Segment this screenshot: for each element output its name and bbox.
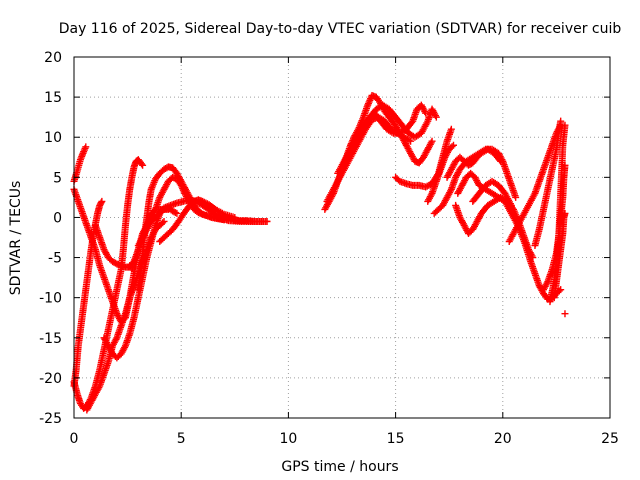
data-point xyxy=(181,189,189,197)
data-point xyxy=(202,199,210,207)
y-tick-label: -20 xyxy=(39,371,62,387)
data-point xyxy=(561,121,569,129)
data-point xyxy=(428,137,436,145)
data-point xyxy=(421,108,429,116)
data-point xyxy=(448,143,456,151)
data-point xyxy=(427,139,435,147)
data-point xyxy=(507,201,515,209)
y-tick-label: 15 xyxy=(44,90,62,106)
data-point xyxy=(388,128,396,136)
data-point xyxy=(365,98,373,106)
x-axis-ticks: 0 5 10 15 20 25 xyxy=(70,57,619,447)
data-point xyxy=(164,205,172,213)
plot-frame xyxy=(73,56,611,419)
data-point xyxy=(405,136,413,144)
data-point xyxy=(159,219,167,227)
data-point xyxy=(364,100,372,108)
data-point xyxy=(121,343,129,351)
x-tick-label: 10 xyxy=(279,431,297,447)
data-point xyxy=(425,181,433,189)
data-point xyxy=(446,187,454,195)
x-tick-label: 0 xyxy=(70,431,79,447)
data-point xyxy=(423,182,431,190)
data-point xyxy=(160,217,168,225)
data-point xyxy=(178,183,186,191)
data-point xyxy=(263,217,271,225)
data-points xyxy=(70,92,569,414)
data-point xyxy=(557,286,565,294)
y-tick-label: 10 xyxy=(44,130,62,146)
data-point xyxy=(449,141,457,149)
data-point xyxy=(512,193,520,201)
data-point xyxy=(179,186,187,194)
data-point xyxy=(98,197,106,205)
data-point xyxy=(95,384,103,392)
data-point xyxy=(407,137,415,145)
x-tick-label: 20 xyxy=(494,431,512,447)
data-point xyxy=(97,199,105,207)
y-tick-label: -25 xyxy=(39,411,62,427)
data-point xyxy=(231,213,239,221)
data-point xyxy=(199,197,207,205)
data-point xyxy=(496,156,504,164)
data-point xyxy=(173,209,181,217)
data-point xyxy=(180,188,188,196)
data-point xyxy=(171,209,179,217)
y-axis-label: SDTVAR / TECUs xyxy=(8,181,24,296)
data-point xyxy=(366,96,374,104)
data-point xyxy=(82,143,90,151)
data-point xyxy=(81,144,89,152)
data-point xyxy=(138,160,146,168)
y-tick-label: 0 xyxy=(53,210,62,226)
x-tick-label: 25 xyxy=(601,431,619,447)
data-point xyxy=(139,161,147,169)
data-point xyxy=(431,112,439,120)
data-point xyxy=(561,310,569,318)
x-axis-label: GPS time / hours xyxy=(281,459,398,475)
chart-title: Day 116 of 2025, Sidereal Day-to-day VTE… xyxy=(59,21,622,37)
data-point xyxy=(112,335,120,343)
data-point xyxy=(150,207,158,215)
data-point xyxy=(177,181,185,189)
data-point xyxy=(427,191,435,199)
data-point xyxy=(432,113,440,121)
data-point xyxy=(200,198,208,206)
y-axis-ticks: -25 -20 -15 -10 -5 0 5 10 15 20 xyxy=(39,50,610,427)
data-point xyxy=(557,117,565,125)
data-point xyxy=(561,209,569,217)
data-point xyxy=(364,101,372,109)
x-tick-label: 5 xyxy=(177,431,186,447)
data-point xyxy=(80,146,88,154)
data-point xyxy=(422,109,430,117)
y-tick-label: 20 xyxy=(44,50,62,66)
data-point xyxy=(447,125,455,133)
data-point xyxy=(179,185,187,193)
y-tick-label: -10 xyxy=(39,291,62,307)
data-point xyxy=(80,148,88,156)
data-point xyxy=(543,279,551,287)
x-tick-label: 15 xyxy=(387,431,405,447)
data-point xyxy=(422,183,430,191)
y-tick-label: -15 xyxy=(39,331,62,347)
data-point xyxy=(497,157,505,165)
data-point xyxy=(130,264,138,272)
y-tick-label: 5 xyxy=(53,170,62,186)
y-tick-label: -5 xyxy=(48,251,62,267)
